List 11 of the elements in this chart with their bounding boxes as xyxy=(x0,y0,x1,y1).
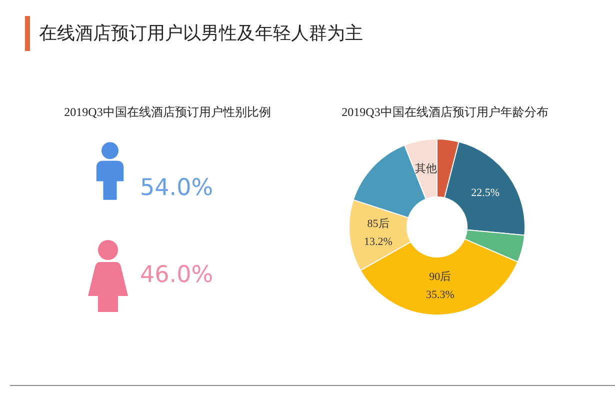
data-label: 46.0% xyxy=(140,262,214,288)
data-label: 54.0% xyxy=(140,175,214,201)
text: 2019Q3中国在线酒店预订用户性别比例 xyxy=(63,104,272,121)
chart-title: 2019Q3中国在线酒店预订用户年龄分布 xyxy=(340,104,550,121)
slice-label: 90后 xyxy=(429,270,452,283)
text: 在线酒店预订用户以男性及年轻人群为主 xyxy=(39,22,363,45)
data-label: 35.3% xyxy=(426,288,454,301)
slice-label: 85后 xyxy=(367,216,390,230)
data-label: 13.2% xyxy=(364,236,392,248)
slice-label: 其他 xyxy=(414,162,437,175)
data-label: 22.5% xyxy=(471,186,500,199)
